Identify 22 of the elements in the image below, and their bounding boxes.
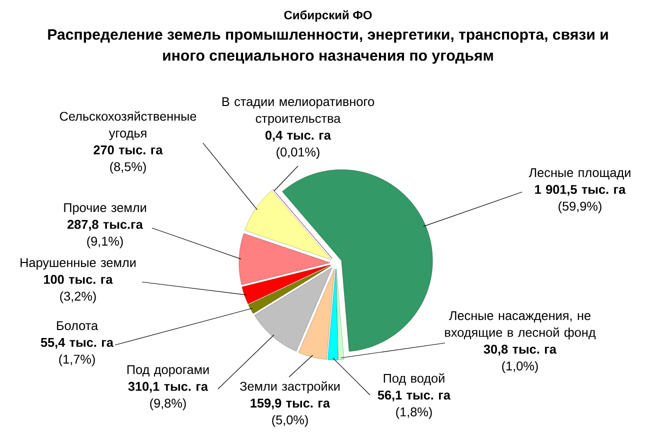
slice-label: Прочие земли [64,203,146,215]
slice-label: Под дорогами [127,365,209,377]
data-label: 55,4 тыс. га (1,7%) [40,338,114,366]
slice-label: Сельскохозяйственные угодья [60,111,196,140]
data-label: 0,4 тыс. га (0,01%) [265,130,332,159]
data-label: 287,8 тыс.га (9,1%) [67,220,143,248]
chart-title: Распределение земель промышленности, энергетики, транспорта, связи и иного специального назначения по угодьям [48,29,608,64]
slice-label: В стадии мелиоративного строительства [222,97,374,126]
data-label: 30,8 тыс. га (1,0%) [484,344,557,373]
data-label: 310,1 тыс. га (9,8%) [128,382,208,410]
slice-label: Нарушенные земли [20,258,136,270]
data-label: 56,1 тыс. га (1,8%) [378,390,451,419]
data-label: 100 тыс. га (3,2%) [44,274,113,304]
chart-subtitle: Сибирский ФО [284,10,372,22]
slice-label: Лесные площади [528,168,630,180]
slice-label: Болота [57,321,98,330]
slice-label: Лесные насаждения, не входящие в лесной фонд [445,311,596,340]
data-label: 1 901,5 тыс. га (59,9%) [535,184,626,214]
slice-label: Под водой [384,373,444,386]
slice-label: Земли застройки [240,381,340,394]
data-label: 270 тыс. га (8,5%) [94,145,163,174]
data-label: 159,9 тыс. га (5,0%) [250,398,330,427]
